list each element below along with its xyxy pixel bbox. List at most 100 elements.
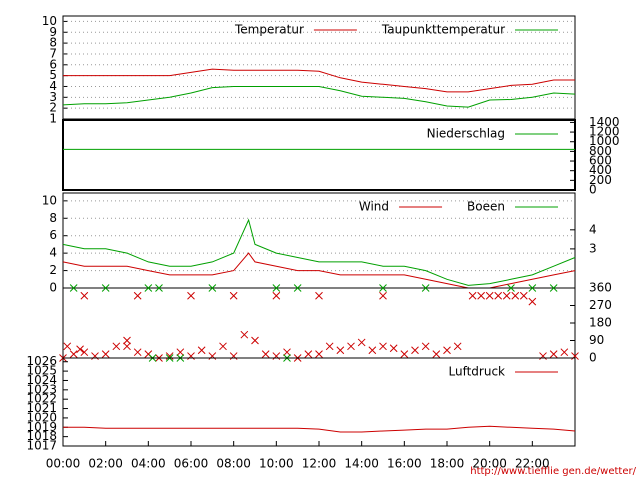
direction-point <box>272 284 281 292</box>
direction-point <box>315 291 323 300</box>
y-tick-label: 5 <box>49 68 57 82</box>
y-tick-label: 1025 <box>26 364 57 378</box>
y-tick-label: 9 <box>49 25 57 39</box>
x-tick-label: 16:00 <box>387 457 422 471</box>
x-tick-label: 04:00 <box>131 457 166 471</box>
direction-point <box>63 342 72 351</box>
direction-point <box>229 291 238 300</box>
y2-tick-label: 1000 <box>589 134 620 148</box>
y2-tick-label: 180 <box>589 316 612 330</box>
y-tick-label: 1 <box>49 112 57 126</box>
direction-point <box>80 348 89 357</box>
legend-label: Taupunkttemperatur <box>381 23 505 37</box>
y-tick-label: 1019 <box>26 420 57 434</box>
y2-tick-label: 90 <box>589 333 604 347</box>
direction-point <box>511 291 520 300</box>
direction-point <box>69 350 78 358</box>
direction-point <box>272 291 281 300</box>
y-tick-label: 1024 <box>26 373 57 387</box>
direction-point <box>549 350 558 358</box>
direction-point <box>69 284 78 292</box>
y2-tick-label: 800 <box>589 144 612 158</box>
y2-tick-label: 1200 <box>589 125 620 139</box>
direction-point <box>251 336 259 345</box>
y2-tick-label: 0 <box>589 183 597 197</box>
direction-point <box>261 350 270 358</box>
y2-tick-label: 3 <box>589 241 597 255</box>
direction-point <box>80 291 89 300</box>
y2-tick-label: 360 <box>589 281 612 295</box>
direction-point <box>453 342 462 351</box>
direction-point <box>368 346 377 355</box>
direction-point <box>101 350 110 358</box>
y-tick-label: 8 <box>49 211 57 225</box>
direction-point <box>379 284 387 292</box>
direction-point <box>325 342 334 351</box>
direction-point <box>283 348 291 357</box>
direction-point <box>123 342 131 351</box>
series-line <box>62 86 576 108</box>
y-tick-label: 6 <box>49 57 57 71</box>
series-line <box>63 68 575 93</box>
x-tick-label: 10:00 <box>259 457 294 471</box>
direction-point <box>411 346 419 355</box>
direction-point <box>357 338 366 347</box>
direction-point <box>432 350 441 358</box>
y-tick-label: 6 <box>49 228 57 242</box>
series-line <box>63 425 576 433</box>
direction-point <box>315 350 323 358</box>
direction-point <box>240 330 249 339</box>
x-tick-label: 22:00 <box>515 457 550 471</box>
y-tick-label: 10 <box>42 14 57 28</box>
direction-point <box>219 342 227 351</box>
y-tick-label: 1020 <box>26 410 57 424</box>
direction-point <box>485 291 494 300</box>
direction-point <box>112 342 121 351</box>
direction-point <box>400 350 409 358</box>
direction-point <box>336 346 345 355</box>
legend-label: Temperatur <box>234 23 304 37</box>
y-tick-label: 0 <box>49 281 57 295</box>
direction-point <box>421 342 430 351</box>
direction-point <box>197 346 206 355</box>
direction-point <box>76 345 84 354</box>
legend-label: Wind <box>359 200 389 214</box>
y-tick-label: 8 <box>49 36 57 50</box>
y2-tick-label: 270 <box>589 298 612 312</box>
direction-point <box>347 342 355 351</box>
y2-tick-label: 400 <box>589 163 612 177</box>
y2-tick-label: 1400 <box>589 115 620 129</box>
x-tick-label: 06:00 <box>174 457 209 471</box>
y-tick-label: 4 <box>49 79 57 93</box>
direction-point <box>507 284 515 292</box>
direction-point <box>123 336 131 345</box>
direction-point <box>528 297 537 306</box>
y2-tick-label: 200 <box>589 173 612 187</box>
legend-label: Luftdruck <box>448 365 505 379</box>
direction-point <box>208 284 217 292</box>
y-tick-label: 7 <box>49 46 57 60</box>
direction-point <box>293 284 302 292</box>
x-tick-label: 20:00 <box>472 457 507 471</box>
direction-point <box>519 291 528 300</box>
direction-point <box>379 291 387 300</box>
direction-point <box>468 291 477 300</box>
legend-label: Niederschlag <box>427 127 505 141</box>
y-tick-label: 2 <box>49 101 57 115</box>
direction-point <box>187 291 195 300</box>
legend-label: Boeen <box>467 200 505 214</box>
y-tick-label: 1018 <box>26 429 57 443</box>
y2-tick-label: 0 <box>589 351 597 365</box>
direction-point <box>304 350 313 358</box>
direction-point <box>101 284 110 292</box>
y-tick-label: 3 <box>49 90 57 104</box>
x-tick-label: 12:00 <box>302 457 337 471</box>
plot-frame <box>62 119 576 191</box>
x-tick-label: 18:00 <box>430 457 465 471</box>
direction-point <box>144 284 153 292</box>
x-tick-label: 08:00 <box>216 457 251 471</box>
direction-point <box>389 344 398 353</box>
y-tick-label: 1021 <box>26 401 57 415</box>
